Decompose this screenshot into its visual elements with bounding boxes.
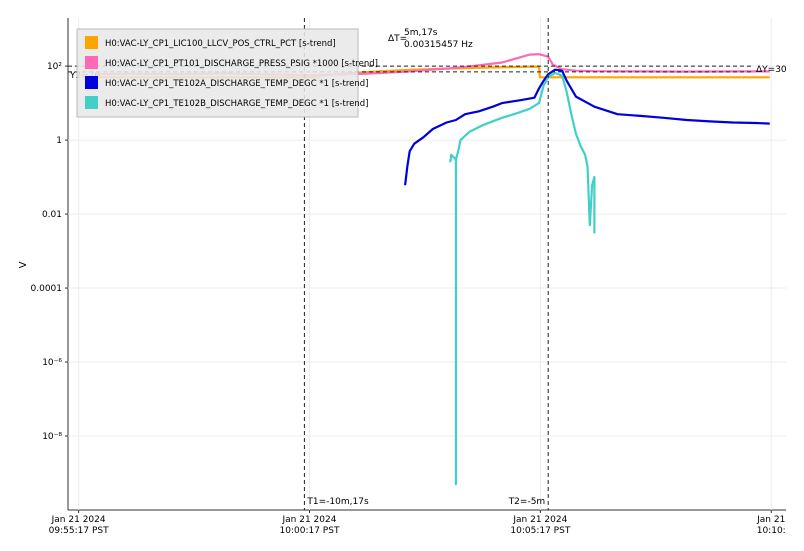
legend-box [76, 28, 359, 118]
y-tick-label: 0.01 [42, 210, 62, 220]
legend-label-4: H0:VAC-LY_CP1_TE102B_DISCHARGE_TEMP_DEGC… [105, 99, 369, 109]
series-line-4 [449, 71, 596, 486]
series-line-3 [404, 68, 770, 186]
cursor-t1-label: T1=-10m,17s [306, 497, 369, 507]
x-tick-label: 09:55:17 PST [49, 526, 109, 536]
cursor-frequency-label: 0.00315457 Hz [404, 40, 473, 50]
legend-label-2: H0:VAC-LY_CP1_PT101_DISCHARGE_PRESS_PSIG… [105, 59, 378, 69]
cursor-t2-label: T2=-5m [508, 497, 546, 507]
y-tick-label: 10⁻⁶ [42, 358, 62, 368]
legend: H0:VAC-LY_CP1_LIC100_LLCV_POS_CTRL_PCT [… [76, 28, 378, 118]
x-tick-label: Jan 21 2024 [512, 515, 567, 525]
x-tick-label: Jan 21 [756, 515, 785, 525]
cursor-delta-t-prefix: ΔT= [388, 34, 407, 44]
x-tick-label: 10:10: [757, 526, 786, 536]
cursor-delta-y-label: ΔY=30 [756, 65, 787, 75]
legend-swatch-4 [85, 96, 98, 109]
plot-area [95, 53, 770, 486]
legend-swatch-3 [85, 76, 98, 89]
legend-swatch-2 [85, 56, 98, 69]
y-axis-label: V [18, 261, 29, 268]
y-tick-label: 1 [56, 136, 62, 146]
legend-label-1: H0:VAC-LY_CP1_LIC100_LLCV_POS_CTRL_PCT [… [105, 39, 336, 49]
y-tick-label: 10⁻⁸ [42, 432, 62, 442]
y-tick-label: 0.0001 [31, 284, 63, 294]
legend-swatch-1 [85, 36, 98, 49]
x-tick-label: Jan 21 2024 [51, 515, 106, 525]
y-axis: 10² 1 0.01 0.0001 10⁻⁶ 10⁻⁸ [31, 62, 68, 442]
y-tick-label: 10² [47, 62, 62, 72]
x-tick-label: 10:05:17 PST [510, 526, 570, 536]
x-tick-label: Jan 21 2024 [282, 515, 337, 525]
cursor-delta-t-label: 5m,17s [404, 28, 438, 38]
x-tick-label: 10:00:17 PST [280, 526, 340, 536]
legend-label-3: H0:VAC-LY_CP1_TE102A_DISCHARGE_TEMP_DEGC… [105, 79, 368, 89]
